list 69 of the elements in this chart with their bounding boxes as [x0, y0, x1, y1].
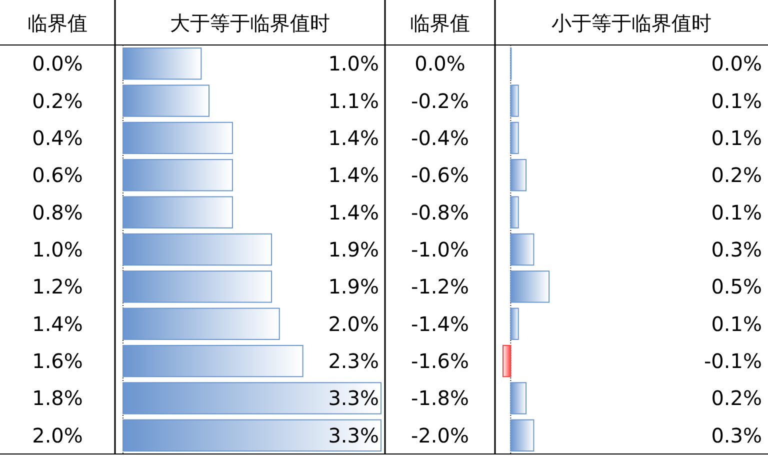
bar — [122, 122, 233, 154]
y-tick-label: 1.8% — [32, 386, 83, 410]
bar — [510, 419, 534, 452]
data-label: 0.0% — [711, 52, 762, 76]
y-tick-label: 1.6% — [32, 349, 83, 374]
text: 小于等于临界值时 — [552, 11, 712, 35]
y-tick-label: -1.8% — [410, 386, 470, 410]
bar — [122, 233, 272, 266]
bar — [510, 308, 519, 340]
bar — [510, 382, 527, 414]
data-label: 1.4% — [328, 200, 379, 224]
bar — [122, 196, 233, 228]
chart-title: 大于等于临界值时 — [170, 11, 330, 35]
data-label: 2.0% — [328, 312, 379, 336]
data-label: -0.1% — [704, 349, 762, 374]
data-label: 2.3% — [328, 349, 379, 374]
y-tick-label: 0.4% — [32, 126, 83, 150]
y-tick-label: -0.2% — [410, 88, 470, 113]
y-tick-label: -1.6% — [410, 349, 470, 374]
y-axis-title: 临界值 — [28, 11, 88, 35]
data-label: 0.2% — [711, 163, 762, 188]
y-tick-label: -0.4% — [410, 126, 470, 150]
bar — [122, 270, 272, 303]
bar — [122, 308, 280, 340]
y-tick-label: -0.8% — [410, 200, 470, 224]
y-axis-title: 临界值 — [410, 11, 470, 35]
bar — [502, 344, 512, 378]
y-tick-label: 1.2% — [32, 274, 83, 299]
data-label: 1.9% — [328, 274, 379, 299]
data-label: 3.3% — [328, 386, 379, 410]
y-tick-label: -1.0% — [410, 238, 470, 262]
data-label: 0.1% — [711, 88, 762, 113]
bar — [510, 84, 519, 117]
data-label: 0.3% — [711, 238, 762, 262]
y-tick-label: -2.0% — [410, 423, 470, 448]
y-tick-label: 0.2% — [32, 88, 83, 113]
y-tick-label: -0.6% — [410, 163, 470, 188]
y-tick-label: 1.0% — [32, 238, 83, 262]
data-label: 0.3% — [711, 423, 762, 448]
bar — [122, 84, 210, 117]
bar — [122, 382, 382, 414]
bar — [122, 159, 233, 192]
data-label: 0.2% — [711, 386, 762, 410]
bar — [122, 344, 304, 378]
bar — [510, 270, 550, 303]
data-label: 3.3% — [328, 423, 379, 448]
y-tick-label: 1.4% — [32, 312, 83, 336]
data-label: 1.4% — [328, 126, 379, 150]
bar — [510, 196, 519, 228]
y-tick-label: 2.0% — [32, 423, 83, 448]
data-label: 1.1% — [328, 88, 379, 113]
y-tick-label: -1.4% — [410, 312, 470, 336]
y-tick-label: 0.8% — [32, 200, 83, 224]
bar — [510, 122, 519, 154]
bar — [510, 159, 527, 192]
data-label: 0.1% — [711, 126, 762, 150]
data-label: 1.4% — [328, 163, 379, 188]
data-label: 0.5% — [711, 274, 762, 299]
bar — [122, 48, 202, 80]
data-label: 1.9% — [328, 238, 379, 262]
data-label: 1.0% — [328, 52, 379, 76]
data-label: 0.1% — [711, 200, 762, 224]
y-tick-label: 0.6% — [32, 163, 83, 188]
data-label: 0.1% — [711, 312, 762, 336]
y-tick-label: -1.2% — [410, 274, 470, 299]
y-tick-label: 0.0% — [414, 52, 466, 76]
y-tick-label: 0.0% — [32, 52, 83, 76]
bar — [122, 419, 382, 452]
bar — [510, 233, 534, 266]
